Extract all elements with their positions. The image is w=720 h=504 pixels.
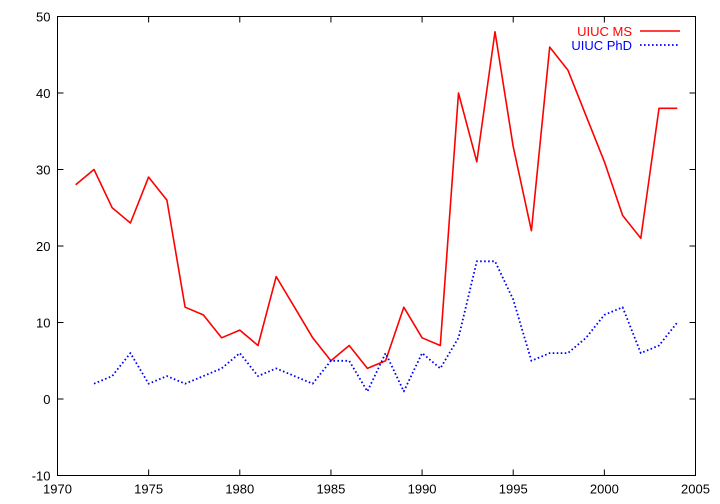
x-tick-label: 2005: [681, 482, 710, 497]
y-tick-label: 30: [36, 163, 50, 178]
x-tick-label: 1975: [134, 482, 163, 497]
x-tick-label: 1980: [225, 482, 254, 497]
series-lines: [75, 30, 679, 393]
y-tick-label: 40: [36, 86, 50, 101]
axis-ticks: 1970 1975 1980 1985 1990 1995 2000 2005 -10 0 10 20…: [32, 10, 710, 497]
y-tick-label: 10: [36, 316, 50, 331]
y-tick-label: 50: [36, 10, 50, 25]
x-tick-label: 1990: [408, 482, 437, 497]
x-tick-label: 1985: [316, 482, 345, 497]
x-tick-label: 1970: [43, 482, 72, 497]
plot-frame: [57, 16, 696, 476]
legend-label-2: UIUC PhD: [571, 38, 632, 53]
x-tick-label: 2000: [590, 482, 619, 497]
series-line-2: [93, 260, 679, 393]
x-tick-label: 1995: [499, 482, 528, 497]
y-tick-label: 20: [36, 239, 50, 254]
y-tick-label: 0: [43, 392, 50, 407]
legend-label-1: UIUC MS: [577, 24, 632, 39]
series-line-1: [75, 30, 678, 370]
y-tick-label: -10: [32, 469, 51, 484]
